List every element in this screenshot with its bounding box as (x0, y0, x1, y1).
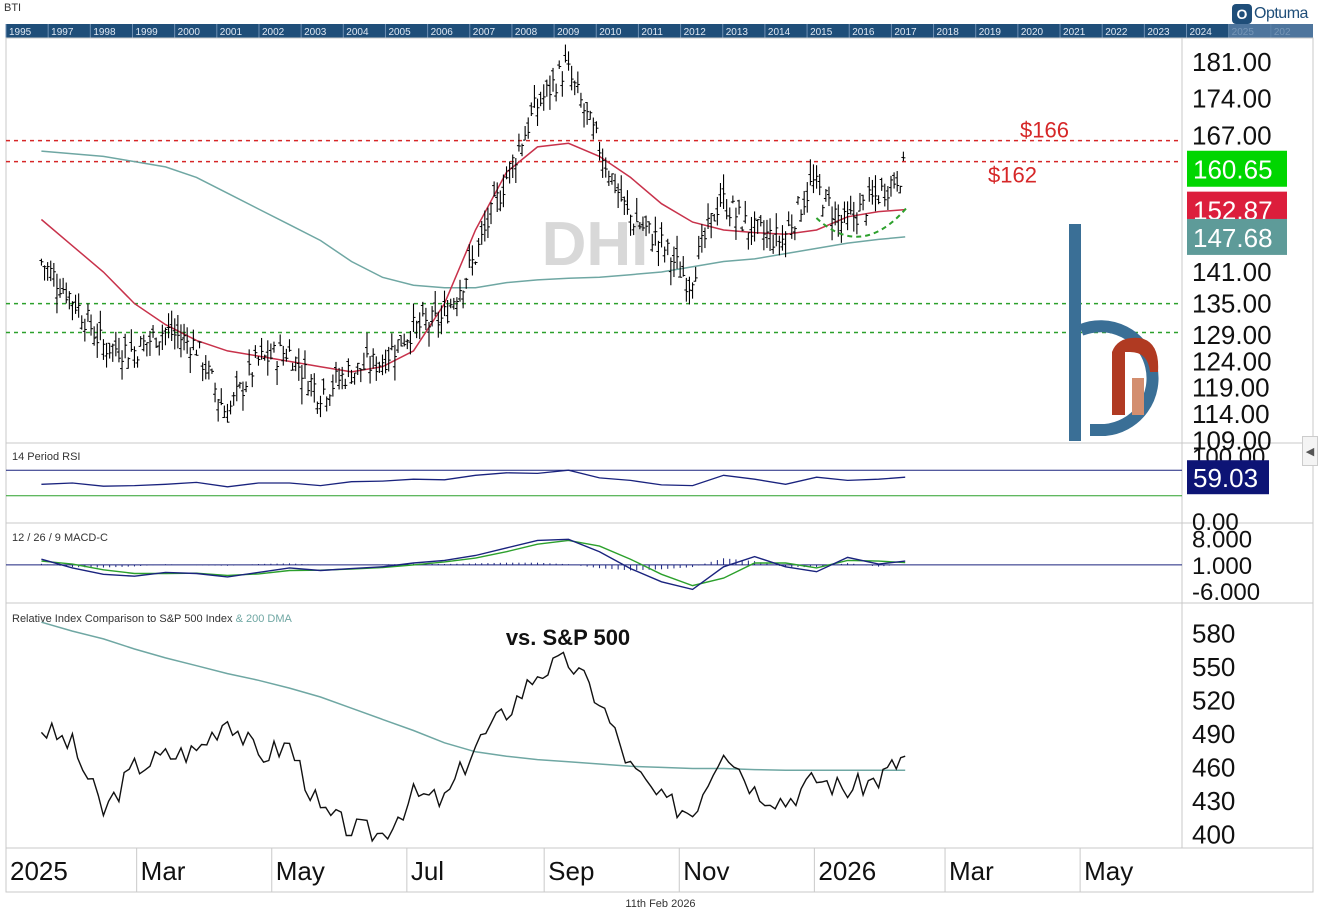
y-tick-label: 109.00 (1192, 425, 1272, 455)
logo-inner-mark (1112, 337, 1159, 415)
resistance-label: $166 (1020, 118, 1069, 143)
brand-name: Optuma (1254, 5, 1308, 22)
navigator-year: 2023 (1147, 27, 1170, 38)
y-tick-label: 167.00 (1192, 120, 1272, 150)
x-tick-label: Mar (141, 856, 186, 886)
x-tick-label: Jul (411, 856, 444, 886)
navigator-year: 2006 (431, 27, 454, 38)
macd-title: 12 / 26 / 9 MACD-C (12, 532, 108, 544)
y-tick-label: -6.000 (1192, 579, 1260, 606)
footer-date: 11th Feb 2026 (625, 898, 696, 910)
y-tick-label: 400 (1192, 819, 1235, 849)
x-tick-label: 2025 (10, 856, 68, 886)
navigator-year: 2015 (810, 27, 833, 38)
ma50-line (40, 142, 906, 373)
navigator-year: 2016 (852, 27, 875, 38)
y-tick-label: 1.000 (1192, 553, 1252, 580)
y-tick-label: 460 (1192, 752, 1235, 782)
x-tick-label: Nov (683, 856, 729, 886)
rsi-last-box (1187, 460, 1269, 495)
relative-line (40, 651, 906, 843)
navigator-year: 2011 (641, 27, 663, 38)
navigator-year: 2008 (515, 27, 538, 38)
navigator-year: 2022 (1105, 27, 1128, 38)
navigator-year: 2012 (684, 27, 707, 38)
navigator-year: 2009 (557, 27, 580, 38)
navigator-year: 2004 (346, 27, 369, 38)
navigator-year: 2019 (979, 27, 1002, 38)
y-tick-label: 135.00 (1192, 289, 1272, 319)
rsi-line (41, 469, 906, 488)
logo-inner-bar (1132, 378, 1144, 415)
navigator-year: 2003 (304, 27, 327, 38)
navigator-year: 2020 (1021, 27, 1044, 38)
y-tick-label: 181.00 (1192, 47, 1272, 77)
y-tick-label: 430 (1192, 786, 1235, 816)
x-tick-label: May (1084, 856, 1133, 886)
navigator-year: 2013 (726, 27, 749, 38)
navigator-year: 1995 (9, 27, 32, 38)
base-arc-annotation (815, 207, 908, 238)
last-close-label: 160.65 (1193, 155, 1273, 185)
navigator-year: 1997 (51, 27, 74, 38)
navigator-year: 2007 (473, 27, 496, 38)
y-tick-label: 141.00 (1192, 257, 1272, 287)
relative-ma-label: & 200 DMA (236, 613, 293, 625)
y-tick-label: 0.00 (1192, 509, 1239, 536)
navigator-year: 2002 (262, 27, 285, 38)
x-tick-label: Sep (548, 856, 594, 886)
x-tick-label: Mar (949, 856, 994, 886)
optuma-logo-icon: O (1232, 4, 1252, 24)
panel-frame (5, 602, 1314, 849)
navigator-year: 1998 (93, 27, 116, 38)
chevron-left-icon[interactable]: ◀ (1302, 436, 1318, 466)
y-tick-label: 550 (1192, 652, 1235, 682)
navigator-year: 2024 (1190, 27, 1213, 38)
brand-logo: O Optuma (1232, 3, 1308, 25)
relative-annotation: vs. S&P 500 (506, 625, 630, 650)
navigator-year: 2010 (599, 27, 622, 38)
navigator-window (1228, 24, 1313, 38)
y-tick-label: 124.00 (1192, 346, 1272, 376)
y-tick-label: 174.00 (1192, 84, 1272, 114)
symbol-label: BTI (4, 2, 22, 14)
panel-frame (5, 522, 1314, 604)
x-tick-label: May (276, 856, 325, 886)
navigator-year: 2018 (937, 27, 960, 38)
navigator-year: 2021 (1063, 27, 1086, 38)
macd-line (41, 538, 906, 591)
rsi-last-label: 59.03 (1193, 463, 1258, 493)
relative-title: Relative Index Comparison to S&P 500 Ind… (12, 613, 293, 625)
relative-ma200-line (41, 621, 906, 771)
navigator-year: 2001 (220, 27, 243, 38)
ma200-line (41, 150, 906, 289)
y-tick-label: 580 (1192, 618, 1235, 648)
last-ma200-label: 147.68 (1193, 223, 1273, 253)
x-tick-label: 2026 (818, 856, 876, 886)
y-tick-label: 520 (1192, 685, 1235, 715)
y-tick-label: 490 (1192, 719, 1235, 749)
rsi-title: 14 Period RSI (12, 451, 80, 463)
y-tick-label: 8.000 (1192, 527, 1252, 554)
navigator-year: 2014 (768, 27, 791, 38)
navigator-bar (6, 24, 1313, 38)
last-close-label-box (1187, 150, 1287, 187)
y-tick-label: 129.00 (1192, 320, 1272, 350)
resistance-label: $162 (988, 163, 1037, 188)
watermark-ticker: DHI (542, 210, 649, 279)
last-ma200-label-box (1187, 218, 1287, 255)
y-tick-label: 119.00 (1192, 373, 1270, 403)
y-tick-label: 114.00 (1192, 399, 1270, 429)
navigator-year: 2017 (894, 27, 917, 38)
navigator-year: 2005 (388, 27, 411, 38)
navigator-year: 1999 (135, 27, 158, 38)
navigator-year: 2000 (178, 27, 201, 38)
